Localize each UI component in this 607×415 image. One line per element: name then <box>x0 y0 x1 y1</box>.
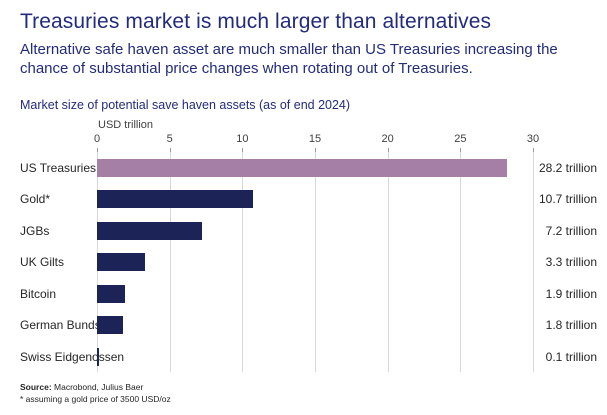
footnote: * assuming a gold price of 3500 USD/oz <box>20 393 171 404</box>
chart-row: JGBs 7.2 trillion <box>20 215 597 247</box>
chart-title: Market size of potential save haven asse… <box>20 97 351 112</box>
gridline <box>242 151 244 373</box>
source-line: Source: Macrobond, Julius Baer <box>20 382 597 393</box>
source-note: Source: Macrobond, Julius Baer * assumin… <box>20 382 597 404</box>
x-tick-label: 5 <box>166 132 173 145</box>
bar <box>97 221 202 240</box>
bar-area <box>97 221 533 240</box>
bar <box>97 316 124 335</box>
value-label: 3.3 trillion <box>545 255 597 270</box>
category-label: Bitcoin <box>20 286 57 301</box>
bar-area <box>97 190 533 209</box>
bar <box>97 347 99 366</box>
page-title: Treasuries market is much larger than al… <box>20 10 492 33</box>
bar-area <box>97 347 533 366</box>
category-label: UK Gilts <box>20 255 65 270</box>
source-text: Macrobond, Julius Baer <box>54 382 144 393</box>
x-tick-mark <box>169 147 171 152</box>
chart-row: Gold* 10.7 trillion <box>20 183 597 215</box>
axis-unit-label: USD trillion <box>98 118 154 131</box>
x-tick-label: 10 <box>236 132 249 145</box>
x-tick-label: 0 <box>93 132 101 145</box>
category-label: Swiss Eidgenossen <box>20 349 125 364</box>
chart-rows: US Treasuries 28.2 trillion Gold* 10.7 tril… <box>20 152 597 373</box>
gridline <box>387 151 389 373</box>
value-label: 10.7 trillion <box>538 192 597 207</box>
category-label: Gold* <box>20 192 51 207</box>
x-axis: USD trillion 0 5 10 15 20 25 30 <box>93 118 539 152</box>
x-tick-mark <box>387 147 389 152</box>
x-tick-label: 30 <box>526 132 540 145</box>
gridline <box>315 151 316 373</box>
x-tick-mark <box>315 147 316 152</box>
source-label: Source: <box>20 382 52 393</box>
chart-row: Swiss Eidgenossen 0.1 trillion <box>20 341 597 373</box>
bar-area <box>97 316 533 335</box>
chart-row: German Bunds 1.8 trillion <box>20 309 597 341</box>
value-label: 1.8 trillion <box>545 318 597 333</box>
x-tick-label: 15 <box>308 132 322 145</box>
value-label: 7.2 trillion <box>545 223 597 238</box>
value-label: 0.1 trillion <box>545 349 597 364</box>
bar-area <box>97 284 533 303</box>
x-tick-mark <box>460 147 462 152</box>
chart-row: US Treasuries 28.2 trillion <box>20 152 597 184</box>
gridline <box>169 151 171 373</box>
bar-area <box>97 253 533 272</box>
bar <box>97 190 253 209</box>
x-tick-label: 20 <box>381 132 394 145</box>
bar-area <box>97 158 533 177</box>
value-label: 28.2 trillion <box>538 160 597 175</box>
chart-row: UK Gilts 3.3 trillion <box>20 246 597 278</box>
plot-area: US Treasuries 28.2 trillion Gold* 10.7 tril… <box>20 151 597 373</box>
bar <box>97 253 145 272</box>
gridline <box>533 151 534 373</box>
x-tick-mark <box>242 147 244 152</box>
gridline <box>460 151 462 373</box>
subtitle: Alternative safe haven asset are much sm… <box>20 41 558 78</box>
x-tick-label: 25 <box>454 132 467 145</box>
value-label: 1.9 trillion <box>545 286 597 301</box>
bar <box>97 158 507 177</box>
chart-row: Bitcoin 1.9 trillion <box>20 278 597 310</box>
category-label: JGBs <box>20 223 50 238</box>
x-tick-mark <box>97 147 98 152</box>
x-axis-ticks: 0 5 10 15 20 25 30 <box>93 132 539 152</box>
bar-chart: USD trillion 0 5 10 15 20 25 30 US Treasuries 2… <box>20 119 597 373</box>
category-label: German Bunds <box>20 318 101 333</box>
x-tick-mark <box>533 147 534 152</box>
category-label: US Treasuries <box>20 160 97 175</box>
bar <box>97 284 125 303</box>
